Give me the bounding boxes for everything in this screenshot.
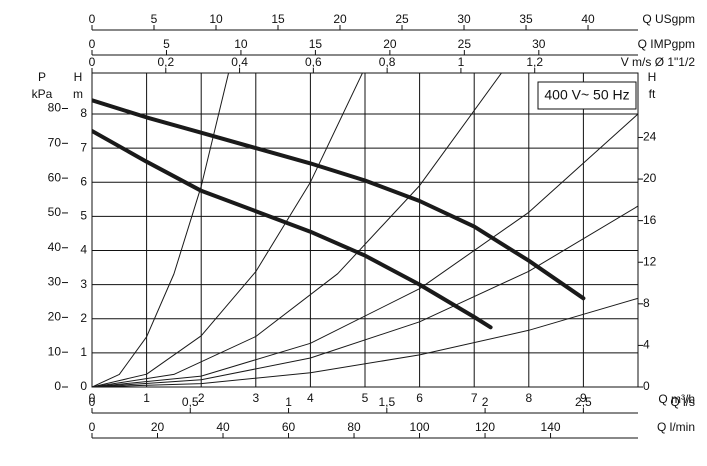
curve — [92, 129, 493, 330]
axis-label: Q l/min — [657, 420, 695, 434]
y-tick-label: 3 — [80, 277, 87, 291]
tick-label: 8 — [643, 296, 650, 310]
y-tick-label: 5 — [80, 209, 87, 223]
tick-label: 10 — [209, 12, 223, 26]
axis-label: V m/s Ø 1"1/2 — [621, 55, 696, 69]
axis-label: kPa — [32, 87, 53, 101]
tick-label: 40 — [48, 240, 62, 254]
tick-label: 15 — [271, 12, 285, 26]
tick-label: 0,6 — [305, 55, 322, 69]
tick-label: 80 — [347, 420, 361, 434]
tick-label: 25 — [395, 12, 409, 26]
x-tick-label: 2 — [198, 391, 205, 405]
tick-label: 40 — [216, 420, 230, 434]
curve — [92, 73, 363, 387]
x-tick-label: 4 — [307, 391, 314, 405]
tick-label: 20 — [151, 420, 165, 434]
tick-label: 80 — [48, 101, 62, 115]
tick-label: 1,5 — [378, 395, 395, 409]
tick-label: 1 — [285, 395, 292, 409]
tick-label: 15 — [309, 37, 323, 51]
x-tick-label: 7 — [471, 391, 478, 405]
tick-label: 10 — [234, 37, 248, 51]
curve — [92, 205, 638, 387]
tick-label: 4 — [643, 338, 650, 352]
curve — [92, 297, 638, 387]
tick-label: 120 — [475, 420, 495, 434]
x-tick-label: 5 — [362, 391, 369, 405]
tick-label: 0,2 — [157, 55, 174, 69]
tick-label: 40 — [581, 12, 595, 26]
axis-label: H — [648, 70, 657, 84]
tick-label: 35 — [519, 12, 533, 26]
axis-label: ft — [649, 87, 656, 101]
axis-label: Q USgpm — [642, 12, 695, 26]
y-tick-label: 4 — [80, 243, 87, 257]
tick-label: 1 — [458, 55, 465, 69]
tick-label: 20 — [48, 310, 62, 324]
annotation: 400 V~ 50 Hz — [544, 87, 629, 103]
tick-label: 30 — [457, 12, 471, 26]
tick-label: 25 — [458, 37, 472, 51]
axis-label: P — [38, 70, 46, 84]
tick-label: 0 — [643, 379, 650, 393]
tick-label: 0 — [89, 37, 96, 51]
y-tick-label: 6 — [80, 174, 87, 188]
x-tick-label: 9 — [580, 391, 587, 405]
curve — [92, 73, 502, 387]
tick-label: 20 — [383, 37, 397, 51]
x-tick-label: 8 — [525, 391, 532, 405]
tick-label: 0 — [89, 420, 96, 434]
tick-label: 5 — [163, 37, 170, 51]
tick-label: 20 — [333, 12, 347, 26]
y-tick-label: 2 — [80, 311, 87, 325]
tick-label: 140 — [541, 420, 561, 434]
axis-label: Q l/s — [670, 395, 695, 409]
tick-label: 60 — [48, 170, 62, 184]
tick-label: 0,8 — [379, 55, 396, 69]
tick-label: 12 — [643, 254, 657, 268]
x-axis-label: Q m³/h — [658, 392, 695, 406]
y-axis-label: H — [74, 70, 83, 84]
tick-label: 0 — [89, 55, 96, 69]
tick-label: 16 — [643, 213, 657, 227]
x-tick-label: 1 — [143, 391, 150, 405]
y-tick-label: 0 — [80, 379, 87, 393]
tick-label: 30 — [48, 275, 62, 289]
tick-label: 0 — [89, 12, 96, 26]
tick-label: 70 — [48, 135, 62, 149]
tick-label: 30 — [532, 37, 546, 51]
tick-label: 0 — [54, 379, 61, 393]
curve — [92, 98, 586, 301]
tick-label: 60 — [282, 420, 296, 434]
curve — [92, 73, 229, 387]
tick-label: 0,5 — [182, 395, 199, 409]
y-tick-label: 7 — [80, 140, 87, 154]
x-tick-label: 0 — [89, 391, 96, 405]
tick-label: 0 — [89, 395, 96, 409]
y-axis-label: m — [73, 87, 83, 101]
tick-label: 24 — [643, 130, 657, 144]
tick-label: 100 — [410, 420, 430, 434]
tick-label: 2 — [482, 395, 489, 409]
tick-label: 0,4 — [231, 55, 248, 69]
tick-label: 1,2 — [526, 55, 543, 69]
tick-label: 50 — [48, 205, 62, 219]
y-tick-label: 1 — [80, 345, 87, 359]
curve — [92, 113, 638, 387]
tick-label: 10 — [48, 344, 62, 358]
x-tick-label: 6 — [416, 391, 423, 405]
annotation-box — [537, 81, 637, 110]
y-tick-label: 8 — [80, 106, 87, 120]
tick-label: 2,5 — [575, 395, 592, 409]
x-tick-label: 3 — [252, 391, 259, 405]
axis-label: Q IMPgpm — [638, 37, 695, 51]
tick-label: 5 — [151, 12, 158, 26]
tick-label: 20 — [643, 171, 657, 185]
